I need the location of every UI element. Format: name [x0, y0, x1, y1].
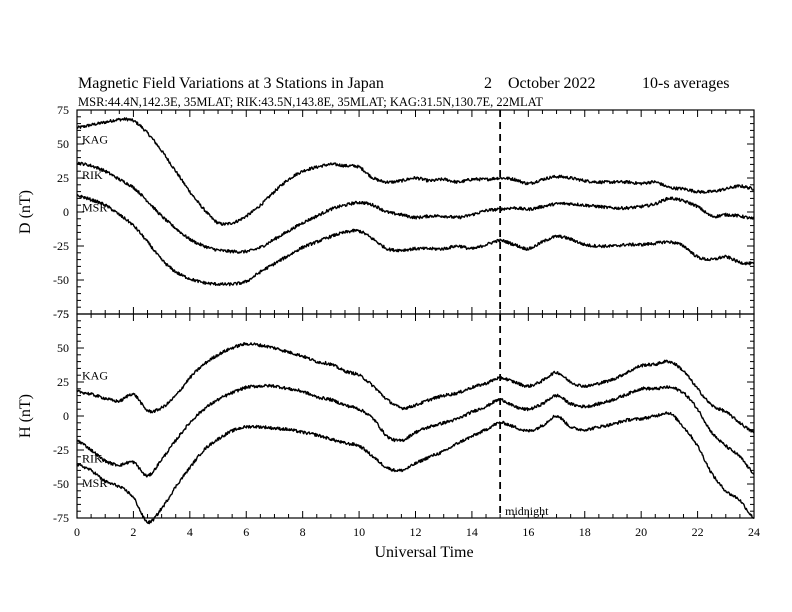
- station-label-d-rik: RIK: [82, 168, 103, 182]
- x-tick-label: 12: [410, 525, 422, 539]
- station-label-h-rik: RIK: [82, 451, 103, 465]
- y-tick-label: 75: [57, 307, 69, 321]
- y-tick-label: 50: [57, 137, 69, 151]
- x-tick-label: 22: [692, 525, 704, 539]
- series-line-h-kag: [76, 342, 755, 434]
- x-tick-label: 4: [187, 525, 193, 539]
- y-tick-label: 25: [57, 375, 69, 389]
- station-labels: KAG RIK MSR KAG RIK MSR: [82, 133, 108, 490]
- chart-station-coordinates: MSR:44.4N,142.3E, 35MLAT; RIK:43.5N,143.…: [78, 95, 543, 109]
- x-axis-label: Universal Time: [374, 544, 473, 561]
- x-tick-label: 18: [579, 525, 591, 539]
- d-panel-ylabel: D (nT): [17, 190, 34, 234]
- chart-averaging: 10-s averages: [642, 75, 730, 92]
- x-tick-label: 2: [130, 525, 136, 539]
- y-tick-label: -75: [53, 511, 69, 525]
- series-line-d-kag: [76, 117, 755, 226]
- midnight-label: midnight: [505, 504, 549, 518]
- series-line-d-rik: [76, 161, 755, 254]
- y-tick-label: 75: [57, 103, 69, 117]
- series-line-d-msr: [76, 194, 755, 287]
- h-panel-ylabel: H (nT): [17, 394, 34, 438]
- data-series: [76, 117, 755, 525]
- y-tick-label: 0: [63, 205, 69, 219]
- y-tick-label: -25: [53, 443, 69, 457]
- series-line-h-rik: [76, 383, 755, 478]
- y-tick-label: -50: [53, 477, 69, 491]
- x-tick-label: 24: [748, 525, 760, 539]
- x-tick-label: 14: [466, 525, 478, 539]
- y-tick-label: -50: [53, 273, 69, 287]
- y-tick-label: 0: [63, 409, 69, 423]
- y-tick-label: -25: [53, 239, 69, 253]
- y-tick-label: 50: [57, 341, 69, 355]
- station-label-h-kag: KAG: [82, 369, 108, 383]
- chart-date-month-year: October 2022: [508, 75, 596, 92]
- y-tick-label: 25: [57, 171, 69, 185]
- x-tick-label: 6: [243, 525, 249, 539]
- d-panel-frame: [76, 109, 755, 315]
- x-tick-label: 10: [353, 525, 365, 539]
- station-label-d-kag: KAG: [82, 133, 108, 147]
- y-tick-label: -75: [53, 307, 69, 321]
- x-tick-label: 16: [522, 525, 534, 539]
- station-label-h-msr: MSR: [82, 476, 107, 490]
- x-tick-label: 8: [300, 525, 306, 539]
- chart-date-day: 2: [484, 75, 492, 92]
- series-line-h-msr: [76, 411, 755, 525]
- station-label-d-msr: MSR: [82, 201, 107, 215]
- x-tick-label: 0: [74, 525, 80, 539]
- x-tick-label: 20: [635, 525, 647, 539]
- chart-title: Magnetic Field Variations at 3 Stations …: [78, 75, 384, 92]
